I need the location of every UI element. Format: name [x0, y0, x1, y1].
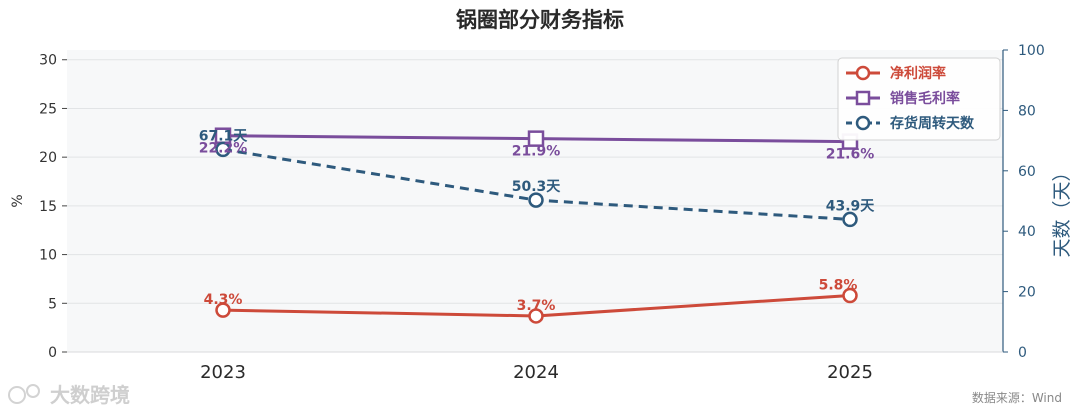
- left-tick-label: 15: [39, 199, 57, 215]
- data-label: 22.2%: [199, 141, 248, 157]
- x-tick-label: 2024: [513, 362, 559, 383]
- x-tick-label: 2023: [200, 362, 246, 383]
- data-label: 5.8%: [819, 277, 858, 293]
- right-tick-label: 100: [1018, 43, 1045, 59]
- right-tick-label: 20: [1018, 285, 1036, 301]
- series-marker-square: [527, 130, 545, 147]
- series-marker-circle: [528, 192, 544, 208]
- x-tick-label: 2025: [827, 362, 873, 383]
- left-tick-label: 20: [39, 150, 57, 166]
- right-axis-label: 天数（天）: [1051, 162, 1073, 257]
- right-tick-label: 0: [1018, 345, 1027, 361]
- chart-title: 锅圈部分财务指标: [456, 8, 624, 32]
- left-tick-label: 5: [48, 296, 57, 312]
- legend-label: 销售毛利率: [890, 90, 960, 107]
- right-tick-label: 80: [1018, 103, 1036, 119]
- left-tick-label: 0: [48, 345, 57, 361]
- left-tick-label: 10: [39, 248, 57, 264]
- data-label: 67.1天: [199, 128, 249, 144]
- right-tick-label: 60: [1018, 164, 1036, 180]
- legend-box: [837, 57, 1001, 141]
- right-tick-label: 40: [1018, 224, 1036, 240]
- data-labels: 4.3% 3.7% 5.8% 22.2% 21.9% 21.6% 67.1天 50.3天 43.…: [199, 128, 876, 314]
- series-marker-circle: [528, 308, 544, 324]
- left-tick-label: 30: [39, 53, 57, 69]
- left-axis-label: %: [10, 194, 26, 207]
- series-marker-circle: [842, 211, 858, 228]
- data-label: 4.3%: [204, 292, 243, 308]
- left-tick-label: 25: [39, 101, 57, 117]
- watermark-text: 大数跨境: [50, 383, 130, 407]
- data-label: 50.3天: [512, 179, 562, 195]
- series-marker-circle: [215, 302, 231, 318]
- legend-swatch-circle: [855, 115, 871, 131]
- series-layer: [214, 127, 859, 324]
- legend-label: 存货周转天数: [890, 115, 975, 132]
- data-label: 21.6%: [826, 147, 875, 163]
- legend-swatch-square: [855, 90, 871, 106]
- data-label: 3.7%: [517, 298, 556, 314]
- series-marker-circle: [215, 141, 231, 158]
- legend-swatch-circle: [855, 65, 871, 81]
- watermark-logo: 大数跨境: [8, 383, 130, 407]
- data-label: 21.9%: [512, 144, 561, 160]
- source-note: 数据来源：Wind: [972, 390, 1062, 405]
- series-marker-circle: [842, 287, 858, 304]
- legend-label: 净利润率: [890, 65, 946, 82]
- data-label: 43.9天: [826, 198, 876, 214]
